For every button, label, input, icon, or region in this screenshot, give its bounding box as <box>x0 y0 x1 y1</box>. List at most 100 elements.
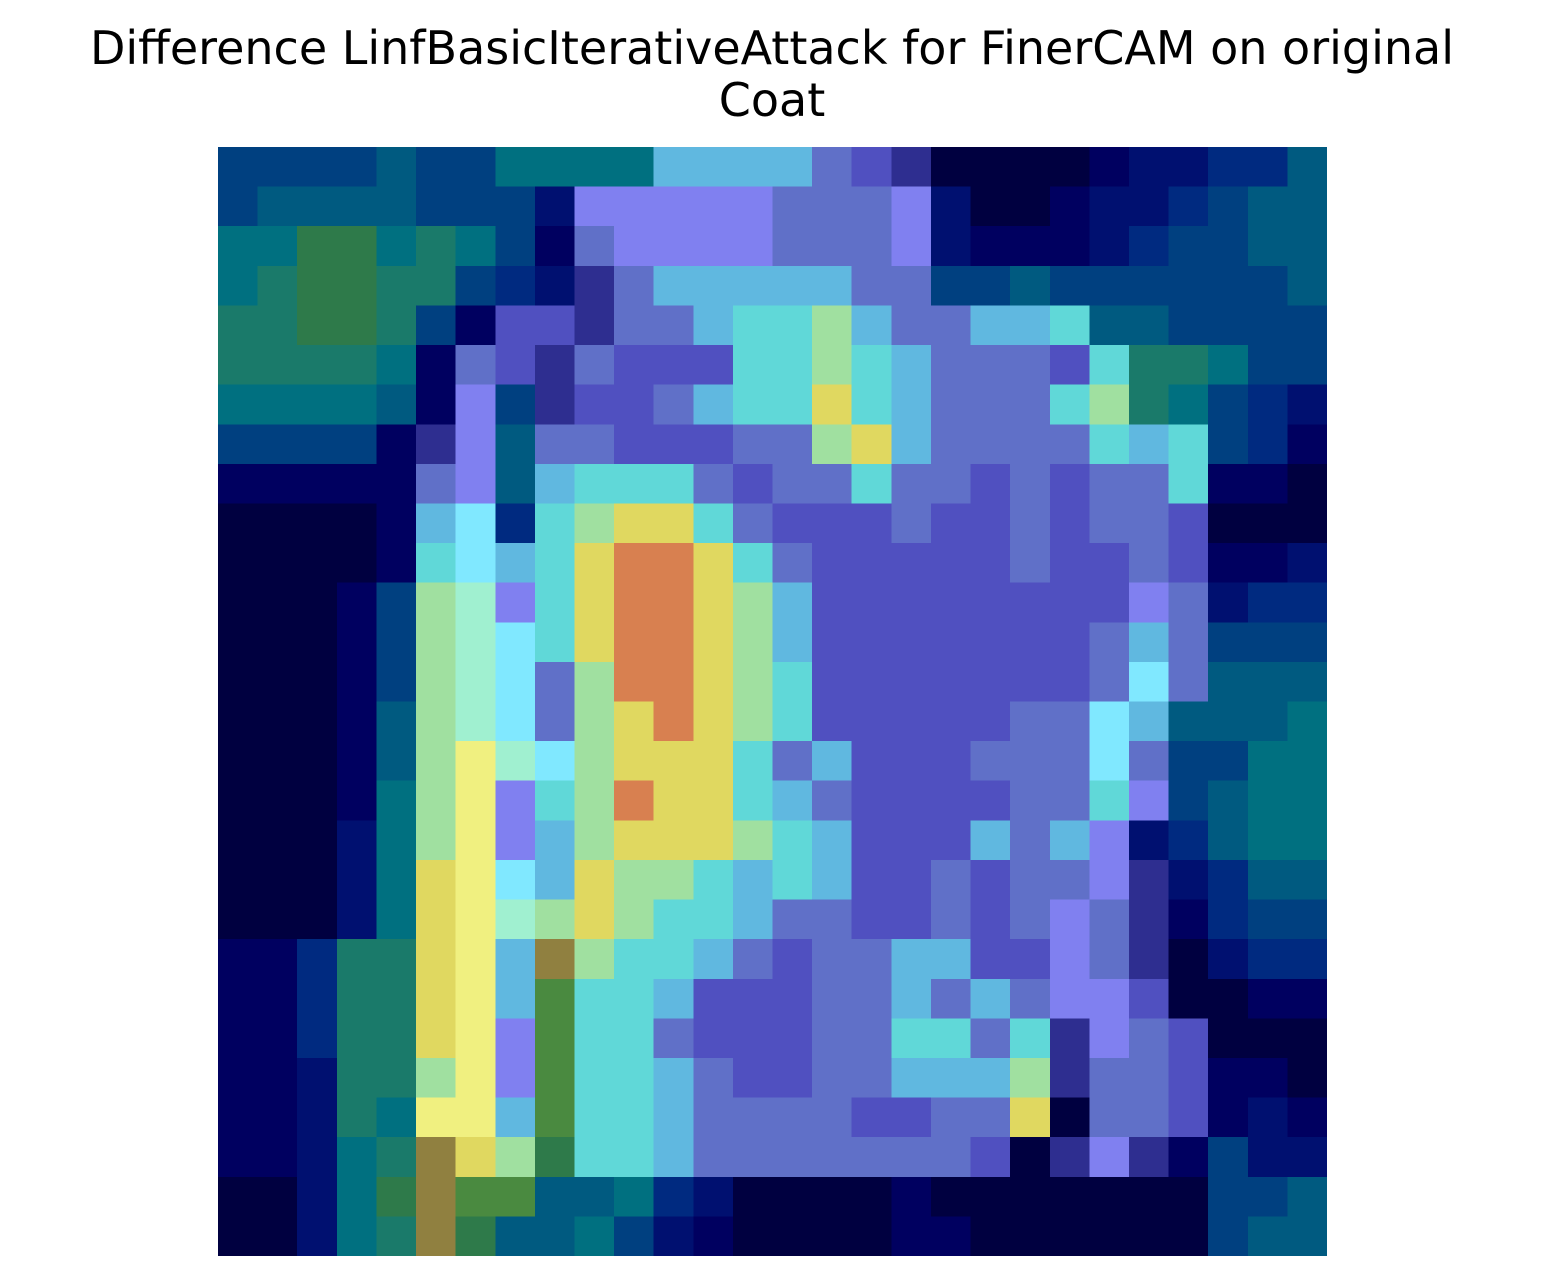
heatmap-cell <box>851 147 892 188</box>
heatmap-cell <box>416 503 457 544</box>
heatmap-cell <box>534 1097 576 1138</box>
heatmap-cell <box>772 463 813 505</box>
heatmap-cell <box>1247 820 1288 861</box>
heatmap-cell <box>732 147 774 188</box>
heatmap-cell <box>1128 345 1170 386</box>
heatmap-cell <box>930 1216 972 1256</box>
heatmap-cell <box>1010 741 1051 782</box>
heatmap-cell <box>614 899 655 940</box>
heatmap-cell <box>812 543 853 584</box>
heatmap-cell <box>495 661 536 703</box>
heatmap-cell <box>1247 265 1288 307</box>
heatmap-cell <box>574 1137 615 1178</box>
heatmap-cell <box>891 582 932 623</box>
heatmap-cell <box>1128 820 1170 861</box>
heatmap-cell <box>614 1216 655 1256</box>
heatmap-cell <box>851 226 892 267</box>
heatmap-cell <box>732 543 774 584</box>
heatmap-cell <box>297 661 338 703</box>
heatmap-cell <box>930 305 972 346</box>
heatmap-cell <box>1128 741 1170 782</box>
heatmap-cell <box>1208 859 1249 901</box>
heatmap-cell <box>455 186 496 227</box>
heatmap-cell <box>732 1018 774 1059</box>
attribution-heatmap <box>218 147 1327 1256</box>
heatmap-cell <box>297 899 338 940</box>
heatmap-cell <box>693 305 734 346</box>
heatmap-cell <box>970 780 1011 821</box>
heatmap-cell <box>376 1216 417 1256</box>
heatmap-cell <box>416 1057 457 1099</box>
heatmap-cell <box>1247 305 1288 346</box>
heatmap-cell <box>693 899 734 940</box>
heatmap-cell <box>1049 503 1090 544</box>
heatmap-cell <box>257 1018 298 1059</box>
heatmap-cell <box>336 543 378 584</box>
heatmap-cell <box>218 741 259 782</box>
heatmap-cell <box>1208 899 1249 940</box>
heatmap-cell <box>1010 1216 1051 1256</box>
heatmap-cell <box>218 226 259 267</box>
heatmap-cell <box>534 424 576 465</box>
heatmap-cell <box>1208 424 1249 465</box>
heatmap-cell <box>376 780 417 821</box>
heatmap-cell <box>495 978 536 1019</box>
heatmap-cell <box>1208 1216 1249 1256</box>
heatmap-cell <box>970 265 1011 307</box>
heatmap-cell <box>693 701 734 742</box>
heatmap-cell <box>891 1137 932 1178</box>
heatmap-cell <box>1287 1057 1327 1099</box>
heatmap-cell <box>851 543 892 584</box>
heatmap-cell <box>297 1057 338 1099</box>
heatmap-cell <box>574 741 615 782</box>
heatmap-cell <box>930 978 972 1019</box>
heatmap-cell <box>495 226 536 267</box>
heatmap-cell <box>218 463 259 505</box>
heatmap-cell <box>970 1137 1011 1178</box>
heatmap-cell <box>218 384 259 425</box>
heatmap-cell <box>495 186 536 227</box>
heatmap-cell <box>336 701 378 742</box>
heatmap-cell <box>653 820 694 861</box>
heatmap-cell <box>416 1018 457 1059</box>
heatmap-cell <box>930 1137 972 1178</box>
heatmap-cell <box>653 1018 694 1059</box>
heatmap-cell <box>1247 345 1288 386</box>
heatmap-cell <box>1128 859 1170 901</box>
heatmap-cell <box>614 661 655 703</box>
heatmap-cell <box>218 1137 259 1178</box>
heatmap-cell <box>1049 305 1090 346</box>
heatmap-cell <box>930 265 972 307</box>
heatmap-cell <box>614 226 655 267</box>
heatmap-cell <box>1168 622 1209 663</box>
heatmap-cell <box>653 305 694 346</box>
heatmap-cell <box>1287 859 1327 901</box>
heatmap-cell <box>891 859 932 901</box>
heatmap-cell <box>416 384 457 425</box>
heatmap-cell <box>1128 661 1170 703</box>
heatmap-cell <box>534 582 576 623</box>
heatmap-cell <box>218 978 259 1019</box>
heatmap-cell <box>257 820 298 861</box>
heatmap-cell <box>297 1097 338 1138</box>
heatmap-cell <box>1128 384 1170 425</box>
heatmap-cell <box>851 305 892 346</box>
heatmap-cell <box>1168 1097 1209 1138</box>
heatmap-cell <box>534 741 576 782</box>
heatmap-cell <box>495 780 536 821</box>
heatmap-cell <box>1089 939 1130 980</box>
heatmap-cell <box>1168 147 1209 188</box>
heatmap-cell <box>851 622 892 663</box>
heatmap-cell <box>891 1057 932 1099</box>
heatmap-cell <box>693 1137 734 1178</box>
heatmap-cell <box>574 265 615 307</box>
heatmap-cell <box>732 701 774 742</box>
heatmap-cell <box>772 978 813 1019</box>
heatmap-cell <box>218 424 259 465</box>
heatmap-cell <box>1168 899 1209 940</box>
heatmap-cell <box>891 661 932 703</box>
heatmap-cell <box>970 582 1011 623</box>
heatmap-cell <box>574 543 615 584</box>
heatmap-cell <box>812 899 853 940</box>
heatmap-cell <box>891 186 932 227</box>
